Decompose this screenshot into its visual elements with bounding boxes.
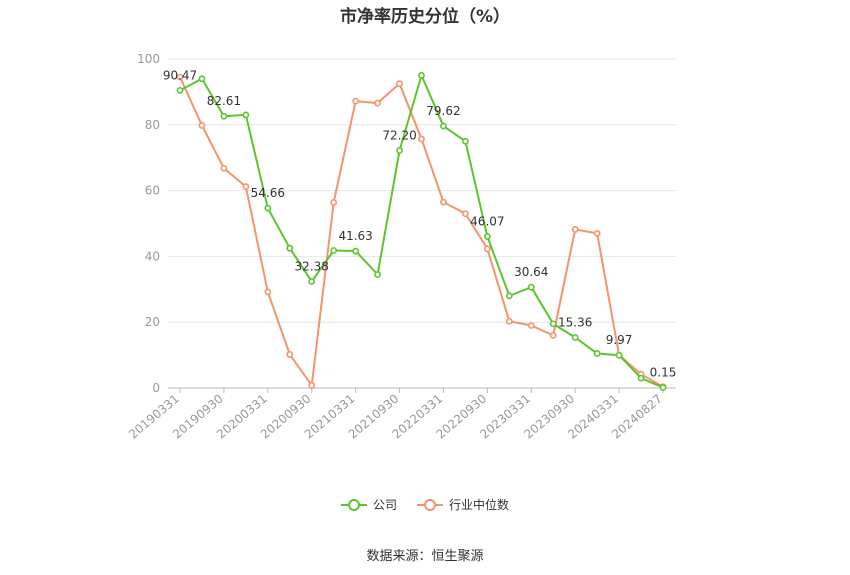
data-point — [264, 288, 272, 296]
data-point — [396, 147, 403, 154]
data-label: 72.20 — [382, 128, 416, 142]
data-point — [374, 99, 381, 107]
data-point — [593, 229, 601, 237]
data-point — [571, 334, 579, 341]
data-point — [352, 97, 360, 105]
legend-item-industry-median[interactable]: 行业中位数 — [417, 496, 509, 513]
data-label: 41.63 — [338, 229, 372, 243]
data-point — [176, 86, 184, 94]
data-label: 82.61 — [207, 94, 241, 108]
data-point — [440, 198, 447, 206]
data-label: 9.97 — [606, 333, 633, 347]
data-point — [462, 137, 469, 145]
data-point — [505, 317, 513, 325]
data-point — [330, 247, 338, 254]
data-label: 54.66 — [251, 186, 285, 200]
data-point — [527, 322, 535, 329]
data-point — [198, 122, 206, 129]
data-point — [220, 112, 228, 120]
data-point — [593, 350, 601, 357]
data-point — [483, 245, 491, 253]
data-point — [242, 111, 250, 119]
data-labels: 90.47 82.61 54.66 32.38 41.63 72.20 79.62 46.07… — [163, 68, 677, 379]
data-point — [330, 199, 338, 206]
line-chart: 0204060801002019033120190930202003312020… — [126, 52, 677, 442]
data-point — [483, 233, 491, 240]
data-label: 15.36 — [558, 315, 592, 329]
data-point — [505, 292, 513, 300]
data-point — [220, 164, 228, 172]
data-point — [571, 226, 579, 233]
data-point — [242, 183, 250, 191]
grid-lines — [168, 58, 676, 323]
data-label: 32.38 — [295, 259, 329, 273]
data-point — [176, 73, 184, 81]
legend-label-industry-median: 行业中位数 — [449, 498, 510, 512]
series-lines — [176, 72, 667, 391]
axes: 0204060801002019033120190930202003312020… — [126, 52, 676, 442]
series-line-1 — [179, 76, 664, 388]
data-point — [549, 320, 557, 328]
data-point — [527, 283, 535, 291]
legend-item-company[interactable]: 公司 — [340, 496, 397, 513]
data-label: 79.62 — [426, 104, 460, 118]
data-point — [396, 80, 403, 88]
data-point — [615, 351, 623, 359]
data-point — [440, 122, 447, 130]
y-tick-label: 0 — [152, 381, 160, 395]
legend: 公司 行业中位数 — [0, 496, 850, 513]
y-tick-label: 40 — [145, 249, 160, 263]
chart-title: 市净率历史分位（%） — [339, 7, 511, 27]
legend-swatch-industry-median — [417, 498, 443, 511]
legend-label-company: 公司 — [372, 498, 397, 512]
legend-swatch-company — [340, 498, 367, 511]
y-tick-label: 60 — [145, 184, 160, 198]
data-label: 0.15 — [650, 366, 677, 380]
data-point — [198, 75, 206, 83]
data-point — [418, 135, 425, 143]
data-point — [308, 278, 316, 285]
data-point — [462, 210, 469, 218]
y-tick-label: 80 — [145, 118, 160, 132]
data-point — [637, 374, 645, 382]
data-point — [549, 331, 557, 339]
data-point — [308, 381, 316, 389]
data-label: 46.07 — [470, 214, 504, 228]
data-point — [374, 271, 381, 278]
source-note: 数据来源：恒生聚源 — [366, 549, 484, 564]
y-tick-label: 100 — [137, 52, 160, 66]
data-point — [418, 72, 425, 79]
data-point — [286, 351, 294, 358]
data-label: 90.47 — [163, 68, 197, 82]
data-point — [264, 204, 272, 212]
data-point — [659, 384, 667, 391]
data-point — [352, 247, 360, 255]
y-tick-label: 20 — [145, 315, 160, 329]
data-label: 30.64 — [514, 265, 548, 279]
data-point — [286, 244, 294, 252]
